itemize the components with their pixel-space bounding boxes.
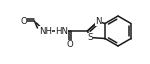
Text: NH: NH xyxy=(39,26,52,36)
Text: S: S xyxy=(87,33,93,42)
Text: HN: HN xyxy=(55,26,68,36)
Text: O: O xyxy=(20,17,27,25)
Text: N: N xyxy=(95,17,102,26)
Text: O: O xyxy=(66,40,73,49)
